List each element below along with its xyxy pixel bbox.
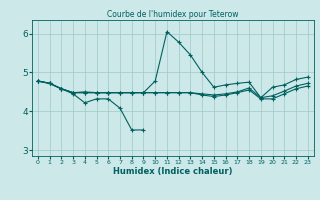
X-axis label: Humidex (Indice chaleur): Humidex (Indice chaleur) bbox=[113, 167, 233, 176]
Title: Courbe de l'humidex pour Teterow: Courbe de l'humidex pour Teterow bbox=[107, 10, 238, 19]
